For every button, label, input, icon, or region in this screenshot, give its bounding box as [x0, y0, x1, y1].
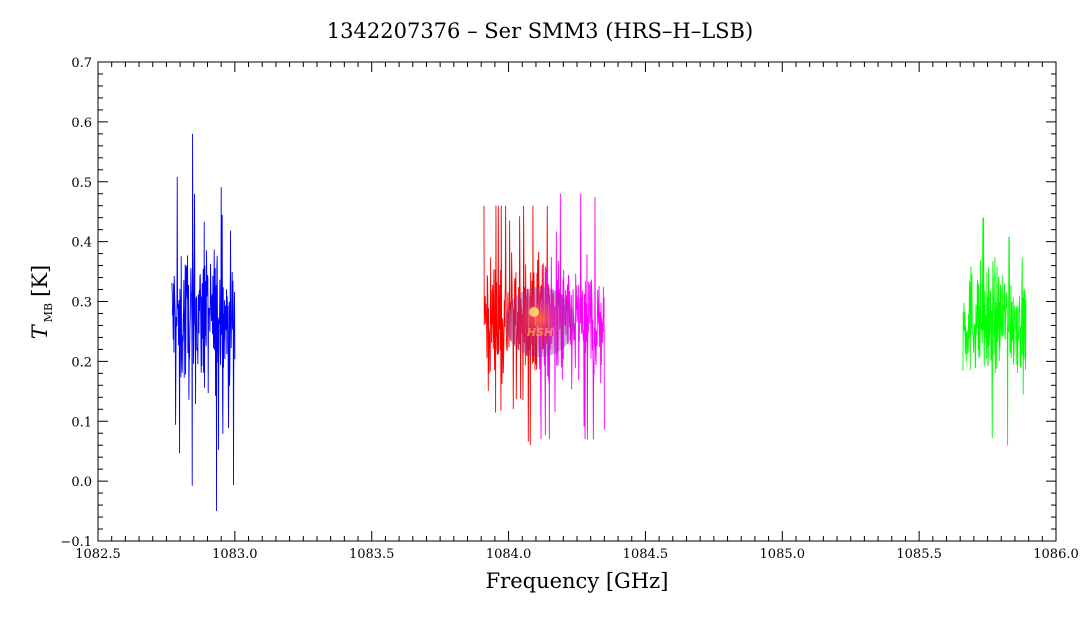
- y-tick-label: 0.2: [71, 355, 92, 370]
- tick-labels: 1082.5 1083.0 1083.5 1084.0 1084.5 1085.0 1085…: [60, 56, 1078, 562]
- watermark-text: HSH: [527, 326, 553, 339]
- axis-ticks: [97, 61, 1057, 542]
- y-tick-label: 0.0: [71, 475, 92, 490]
- x-tick-label: 1084.5: [623, 547, 669, 562]
- x-tick-label: 1083.5: [349, 547, 395, 562]
- series-line-4: [962, 217, 1027, 446]
- y-axis-label-sub: MB: [42, 303, 55, 322]
- y-tick-label: 0.7: [71, 56, 92, 71]
- y-tick-label: 0.5: [71, 176, 92, 191]
- x-tick-label: 1083.0: [212, 547, 258, 562]
- x-axis-label: Frequency [GHz]: [486, 569, 669, 593]
- y-tick-label: 0.1: [71, 415, 92, 430]
- y-tick-label: 0.6: [71, 116, 92, 131]
- hsh-watermark-logo: HSH: [505, 287, 575, 357]
- x-tick-label: 1086.0: [1033, 547, 1079, 562]
- chart-title: 1342207376 – Ser SMM3 (HRS–H–LSB): [327, 19, 753, 43]
- x-tick-label: 1082.5: [75, 547, 121, 562]
- y-axis-label-main: T: [28, 323, 52, 339]
- series-line-1: [171, 133, 236, 512]
- y-axis-label: TMB [K]: [28, 265, 55, 339]
- x-tick-label: 1084.0: [486, 547, 532, 562]
- svg-text:TMB[K]: TMB [K]: [28, 265, 55, 339]
- y-tick-label: −0.1: [60, 535, 92, 550]
- series-group: [171, 133, 1027, 512]
- x-tick-label: 1085.5: [896, 547, 942, 562]
- y-tick-label: 0.4: [71, 236, 92, 251]
- y-tick-label: 0.3: [71, 296, 92, 311]
- x-tick-label: 1085.0: [760, 547, 806, 562]
- y-axis-label-unit: [K]: [28, 265, 52, 297]
